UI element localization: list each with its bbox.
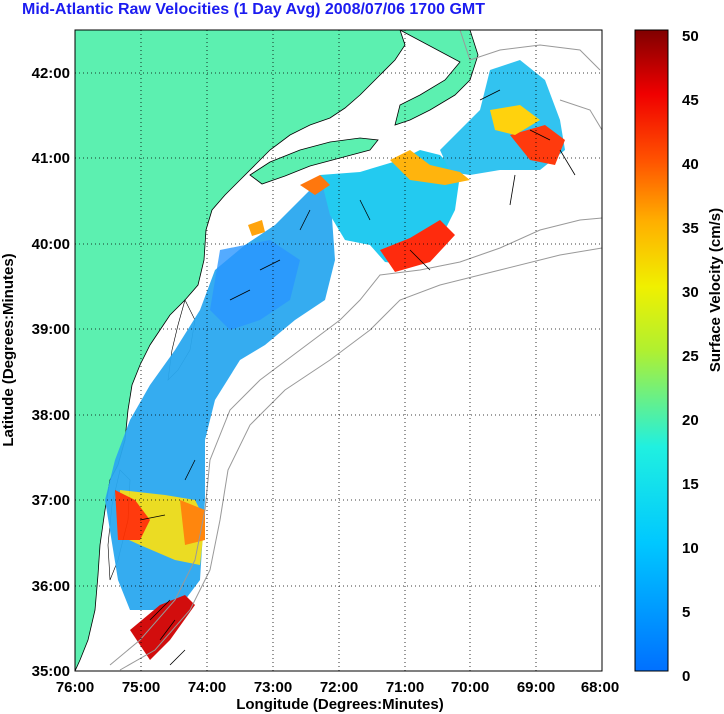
colorbar-tick: 5 (682, 604, 690, 621)
colorbar: 0 5 10 15 20 25 30 35 40 45 50 Surface V… (634, 28, 724, 685)
x-tick: 69:00 (517, 679, 555, 696)
map-grid (75, 30, 602, 671)
x-tick: 70:00 (451, 679, 489, 696)
bathymetry-contours (109, 30, 602, 671)
colorbar-tick: 30 (682, 284, 699, 301)
y-tick: 35:00 (32, 663, 70, 680)
x-tick: 72:00 (320, 679, 358, 696)
colorbar-tick: 10 (682, 540, 699, 557)
y-axis-label: Latitude (Degrees:Minutes) (0, 253, 17, 446)
colorbar-tick: 25 (682, 348, 699, 365)
colorbar-tick: 40 (682, 156, 699, 173)
x-tick: 73:00 (254, 679, 292, 696)
y-tick: 42:00 (32, 65, 70, 82)
x-tick: 71:00 (386, 679, 424, 696)
y-tick: 40:00 (32, 236, 70, 253)
colorbar-tick: 15 (682, 476, 699, 493)
y-tick-labels: 35:00 36:00 37:00 38:00 39:00 40:00 41:0… (32, 65, 70, 680)
colorbar-label: Surface Velocity (cm/s) (707, 208, 724, 372)
colorbar-tick: 0 (682, 668, 690, 685)
x-tick: 75:00 (122, 679, 160, 696)
y-tick: 41:00 (32, 150, 70, 167)
colorbar-tick: 45 (682, 92, 699, 109)
x-axis-label: Longitude (Degrees:Minutes) (236, 696, 444, 713)
colorbar-tick: 35 (682, 220, 699, 237)
y-tick: 37:00 (32, 492, 70, 509)
x-tick: 74:00 (188, 679, 226, 696)
colorbar-tick: 20 (682, 412, 699, 429)
x-tick: 76:00 (56, 679, 94, 696)
velocity-field (105, 60, 565, 660)
land-mass (75, 30, 406, 671)
map-plot-area (74, 29, 603, 672)
colorbar-tick: 50 (682, 28, 699, 45)
y-tick: 38:00 (32, 407, 70, 424)
cape-cod (394, 30, 479, 126)
map-title: Mid-Atlantic Raw Velocities (1 Day Avg) … (22, 1, 485, 18)
x-tick-labels: 76:00 75:00 74:00 73:00 72:00 71:00 70:0… (56, 679, 619, 696)
y-tick: 36:00 (32, 578, 70, 595)
velocity-arrows (139, 89, 576, 666)
long-island (249, 137, 379, 185)
y-tick: 39:00 (32, 321, 70, 338)
x-tick: 68:00 (581, 679, 619, 696)
